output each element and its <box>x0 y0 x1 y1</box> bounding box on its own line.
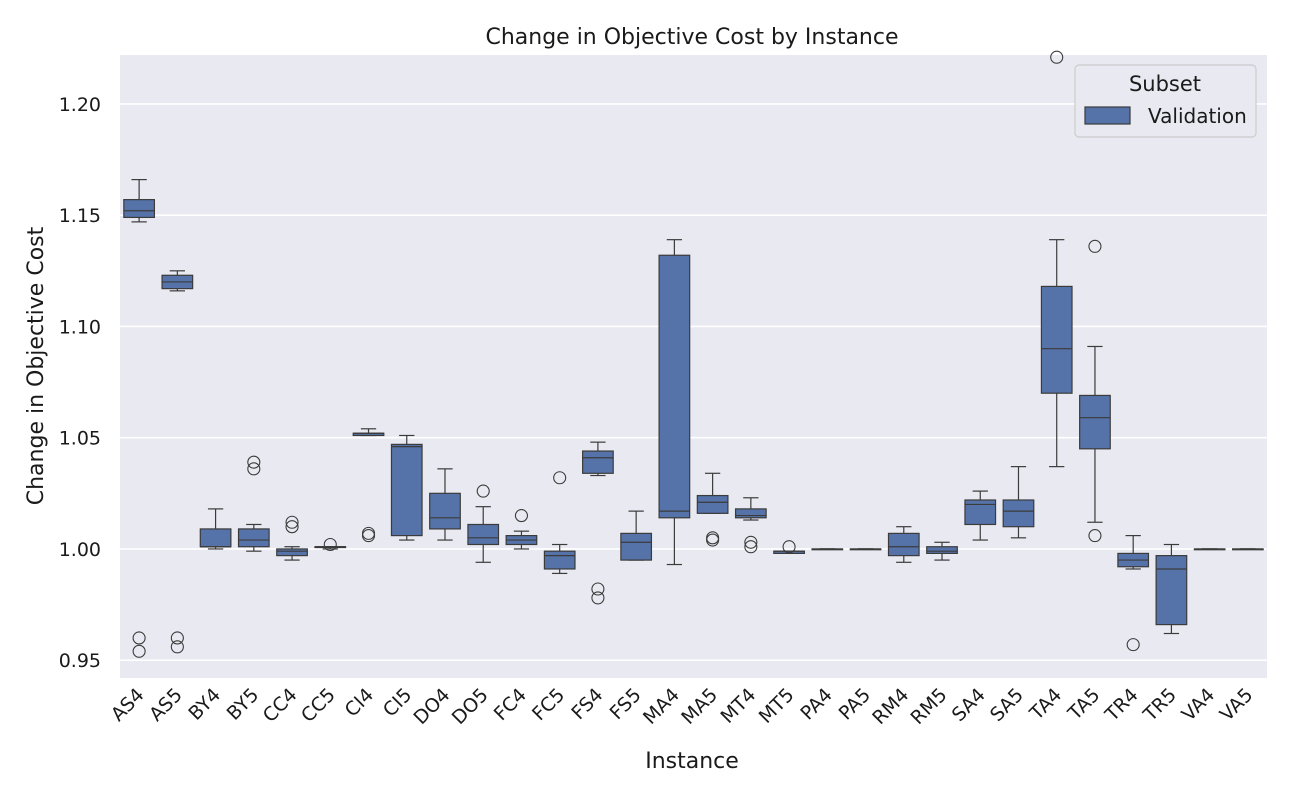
outlier-by5 <box>247 462 261 476</box>
outlier-mt4 <box>744 540 758 554</box>
x-tick-label-pa5: PA5 <box>835 684 876 725</box>
outlier-fc5 <box>553 471 567 485</box>
y-tick-label: 1.10 <box>59 316 101 338</box>
y-axis-label: Change in Objective Cost <box>24 226 49 505</box>
box-as4 <box>123 199 156 219</box>
outlier-tr4 <box>1126 638 1140 652</box>
x-tick-label-pa4: PA4 <box>796 684 837 725</box>
box-sa4 <box>964 499 997 526</box>
box-fc5 <box>543 550 576 570</box>
outlier-by5 <box>247 455 261 469</box>
outlier-ma5 <box>706 533 720 547</box>
y-tick-labels: 0.95 1.00 1.05 1.10 1.15 1.20 <box>59 94 101 672</box>
x-tick-label-as4: AS4 <box>107 684 149 726</box>
x-tick-label-do5: DO5 <box>448 684 493 729</box>
outlier-cc4 <box>285 515 299 529</box>
outlier-as5 <box>170 640 184 654</box>
outlier-as4 <box>132 644 146 658</box>
x-tick-label-rm4: RM4 <box>868 684 913 729</box>
x-tick-label-sa4: SA4 <box>948 684 990 726</box>
x-tick-label-cc4: CC4 <box>259 684 302 727</box>
outlier-ci4 <box>361 529 376 543</box>
legend-swatch <box>1084 106 1131 125</box>
x-tick-label-va5: VA5 <box>1216 684 1258 726</box>
x-tick-label-tr4: TR4 <box>1100 684 1142 726</box>
legend-label: Validation <box>1148 104 1247 128</box>
x-tick-label-ma4: MA4 <box>639 684 684 729</box>
x-tick-label-do4: DO4 <box>409 684 454 729</box>
outlier-as5 <box>170 631 184 645</box>
box-ci5 <box>390 443 423 537</box>
outlier-mt4 <box>744 535 758 549</box>
x-tick-label-ci4: CI4 <box>341 684 378 721</box>
y-tick-label: 1.20 <box>59 94 101 116</box>
outlier-cc4 <box>285 520 299 534</box>
x-axis-label: Instance <box>645 749 739 774</box>
boxes-layer <box>123 50 1264 658</box>
plot-background <box>120 55 1267 678</box>
outlier-ta5 <box>1088 529 1102 543</box>
x-tick-label-ta5: TA5 <box>1063 684 1104 725</box>
chart-title: Change in Objective Cost by Instance <box>485 25 898 50</box>
x-tick-label-mt5: MT5 <box>755 684 799 728</box>
outlier-fs4 <box>591 582 605 596</box>
box-ta4 <box>1040 285 1073 394</box>
box-ta5 <box>1079 394 1111 450</box>
box-rm4 <box>887 532 920 557</box>
box-by4 <box>199 528 232 548</box>
x-tick-label-ta4: TA4 <box>1025 684 1066 725</box>
x-tick-label-rm5: RM5 <box>907 684 952 729</box>
legend: Subset Validation <box>1074 64 1257 138</box>
y-tick-label: 1.00 <box>59 539 101 561</box>
x-tick-label-va4: VA4 <box>1178 684 1220 726</box>
box-sa5 <box>1002 499 1035 528</box>
box-ma4 <box>658 254 691 519</box>
outlier-ta4 <box>1050 50 1064 64</box>
x-tick-label-fc5: FC5 <box>528 684 569 725</box>
legend-title: Subset <box>1129 72 1201 96</box>
x-tick-label-fs5: FS5 <box>606 684 646 724</box>
y-tick-label: 1.15 <box>59 205 101 227</box>
x-tick-label-fc4: FC4 <box>490 684 531 725</box>
x-tick-label-as5: AS5 <box>145 684 187 726</box>
outlier-as4 <box>132 631 146 645</box>
box-do5 <box>467 523 500 546</box>
box-by5 <box>237 528 270 548</box>
box-ma5 <box>696 494 729 514</box>
box-fs4 <box>582 450 614 474</box>
x-tick-label-by5: BY5 <box>223 684 264 725</box>
x-tick-label-tr5: TR5 <box>1139 684 1181 726</box>
x-tick-label-sa5: SA5 <box>986 684 1028 726</box>
box-rm5 <box>926 546 958 554</box>
outlier-ta5 <box>1088 239 1102 253</box>
x-tick-label-ma5: MA5 <box>677 684 722 729</box>
box-mt4 <box>734 508 767 519</box>
outlier-do5 <box>476 484 490 498</box>
x-tick-label-fs4: FS4 <box>567 684 607 724</box>
outlier-fs4 <box>591 591 605 605</box>
outlier-fc4 <box>514 509 529 523</box>
y-tick-label: 0.95 <box>59 650 101 672</box>
box-fs5 <box>620 532 653 561</box>
x-tick-label-by4: BY4 <box>184 684 225 725</box>
x-tick-label-cc5: CC5 <box>297 684 340 727</box>
box-cc4 <box>276 548 308 557</box>
x-tick-label-mt4: MT4 <box>716 684 760 728</box>
outlier-mt5 <box>782 540 796 554</box>
box-do4 <box>429 492 461 530</box>
outlier-cc5 <box>323 537 337 552</box>
y-tick-label: 1.05 <box>59 428 101 450</box>
box-tr5 <box>1155 555 1188 626</box>
